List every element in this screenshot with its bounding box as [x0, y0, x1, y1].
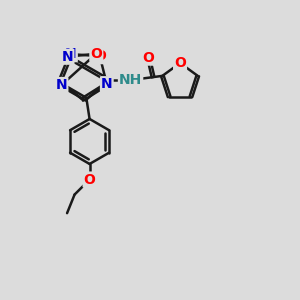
Text: O: O: [174, 56, 186, 70]
Text: O: O: [84, 172, 95, 187]
Text: N: N: [56, 78, 67, 92]
Text: O: O: [142, 51, 154, 64]
Text: NH: NH: [119, 73, 142, 87]
Text: N: N: [65, 47, 77, 61]
Text: N: N: [101, 77, 112, 91]
Text: N: N: [62, 50, 74, 64]
Text: O: O: [90, 47, 102, 61]
Text: O: O: [94, 49, 106, 63]
